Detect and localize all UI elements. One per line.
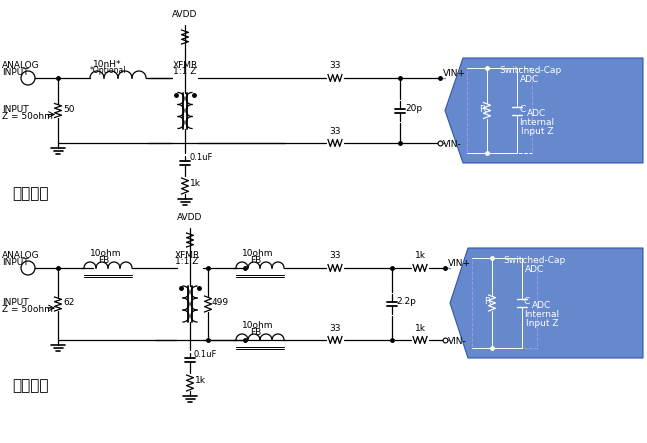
Text: ANALOG: ANALOG	[2, 251, 39, 260]
Text: Input Z: Input Z	[521, 127, 553, 136]
Text: Switched-Cap: Switched-Cap	[499, 66, 561, 75]
Bar	[467, 68, 532, 153]
Text: 10ohm: 10ohm	[242, 321, 274, 330]
Text: 33: 33	[329, 61, 340, 70]
Text: 1k: 1k	[415, 251, 426, 260]
Text: 10ohm: 10ohm	[90, 249, 122, 258]
Text: ANALOG: ANALOG	[2, 61, 39, 70]
Text: Internal: Internal	[520, 117, 554, 127]
Text: 33: 33	[329, 127, 340, 136]
Text: VIN-: VIN-	[448, 337, 466, 346]
Text: 50: 50	[63, 105, 74, 113]
Text: VIN+: VIN+	[448, 259, 471, 268]
Text: ADC: ADC	[520, 75, 540, 84]
Text: AVDD: AVDD	[172, 10, 198, 19]
Text: ADC: ADC	[532, 301, 552, 310]
Text: Z = 50ohm: Z = 50ohm	[2, 112, 53, 120]
Text: C: C	[524, 297, 531, 306]
Text: 1k: 1k	[195, 376, 206, 385]
Text: INPUT: INPUT	[2, 298, 28, 307]
Text: 基带应用: 基带应用	[12, 186, 49, 201]
Text: 0.1uF: 0.1uF	[194, 350, 217, 359]
Text: 1:1 Z: 1:1 Z	[175, 257, 199, 266]
Bar	[472, 258, 537, 348]
Text: XFMR: XFMR	[175, 251, 201, 260]
Text: FB: FB	[98, 256, 109, 265]
Text: ADC: ADC	[527, 109, 547, 117]
Text: 10ohm: 10ohm	[242, 249, 274, 258]
Text: 20p: 20p	[405, 104, 422, 113]
Text: 499: 499	[212, 298, 229, 307]
Text: Input Z: Input Z	[526, 319, 558, 328]
Text: 2.2p: 2.2p	[396, 297, 416, 306]
Polygon shape	[450, 248, 643, 358]
Text: 1k: 1k	[190, 179, 201, 188]
Text: 10nH*: 10nH*	[93, 60, 122, 69]
Text: 33: 33	[329, 324, 340, 333]
Text: FB: FB	[250, 256, 261, 265]
Text: VIN+: VIN+	[443, 69, 466, 78]
Text: C: C	[519, 105, 525, 113]
Text: 1:1 Z: 1:1 Z	[173, 67, 197, 76]
Text: R: R	[484, 297, 490, 306]
Text: INPUT: INPUT	[2, 68, 28, 77]
Text: ADC: ADC	[525, 265, 545, 274]
Text: R: R	[479, 105, 485, 113]
Text: Z = 50ohm: Z = 50ohm	[2, 305, 53, 314]
Text: Internal: Internal	[525, 310, 560, 319]
Text: INPUT: INPUT	[2, 105, 28, 113]
Text: *Optional: *Optional	[90, 66, 127, 75]
Text: 0.1uF: 0.1uF	[189, 153, 212, 162]
Text: 中频应用: 中频应用	[12, 378, 49, 393]
Polygon shape	[445, 58, 643, 163]
Text: 1k: 1k	[415, 324, 426, 333]
Text: INPUT: INPUT	[2, 258, 28, 267]
Text: XFMR: XFMR	[173, 61, 198, 70]
Text: Switched-Cap: Switched-Cap	[504, 256, 566, 265]
Text: FB: FB	[250, 328, 261, 337]
Text: 33: 33	[329, 251, 340, 260]
Text: AVDD: AVDD	[177, 213, 203, 222]
Text: VIN-: VIN-	[443, 140, 462, 149]
Text: 62: 62	[63, 298, 74, 307]
